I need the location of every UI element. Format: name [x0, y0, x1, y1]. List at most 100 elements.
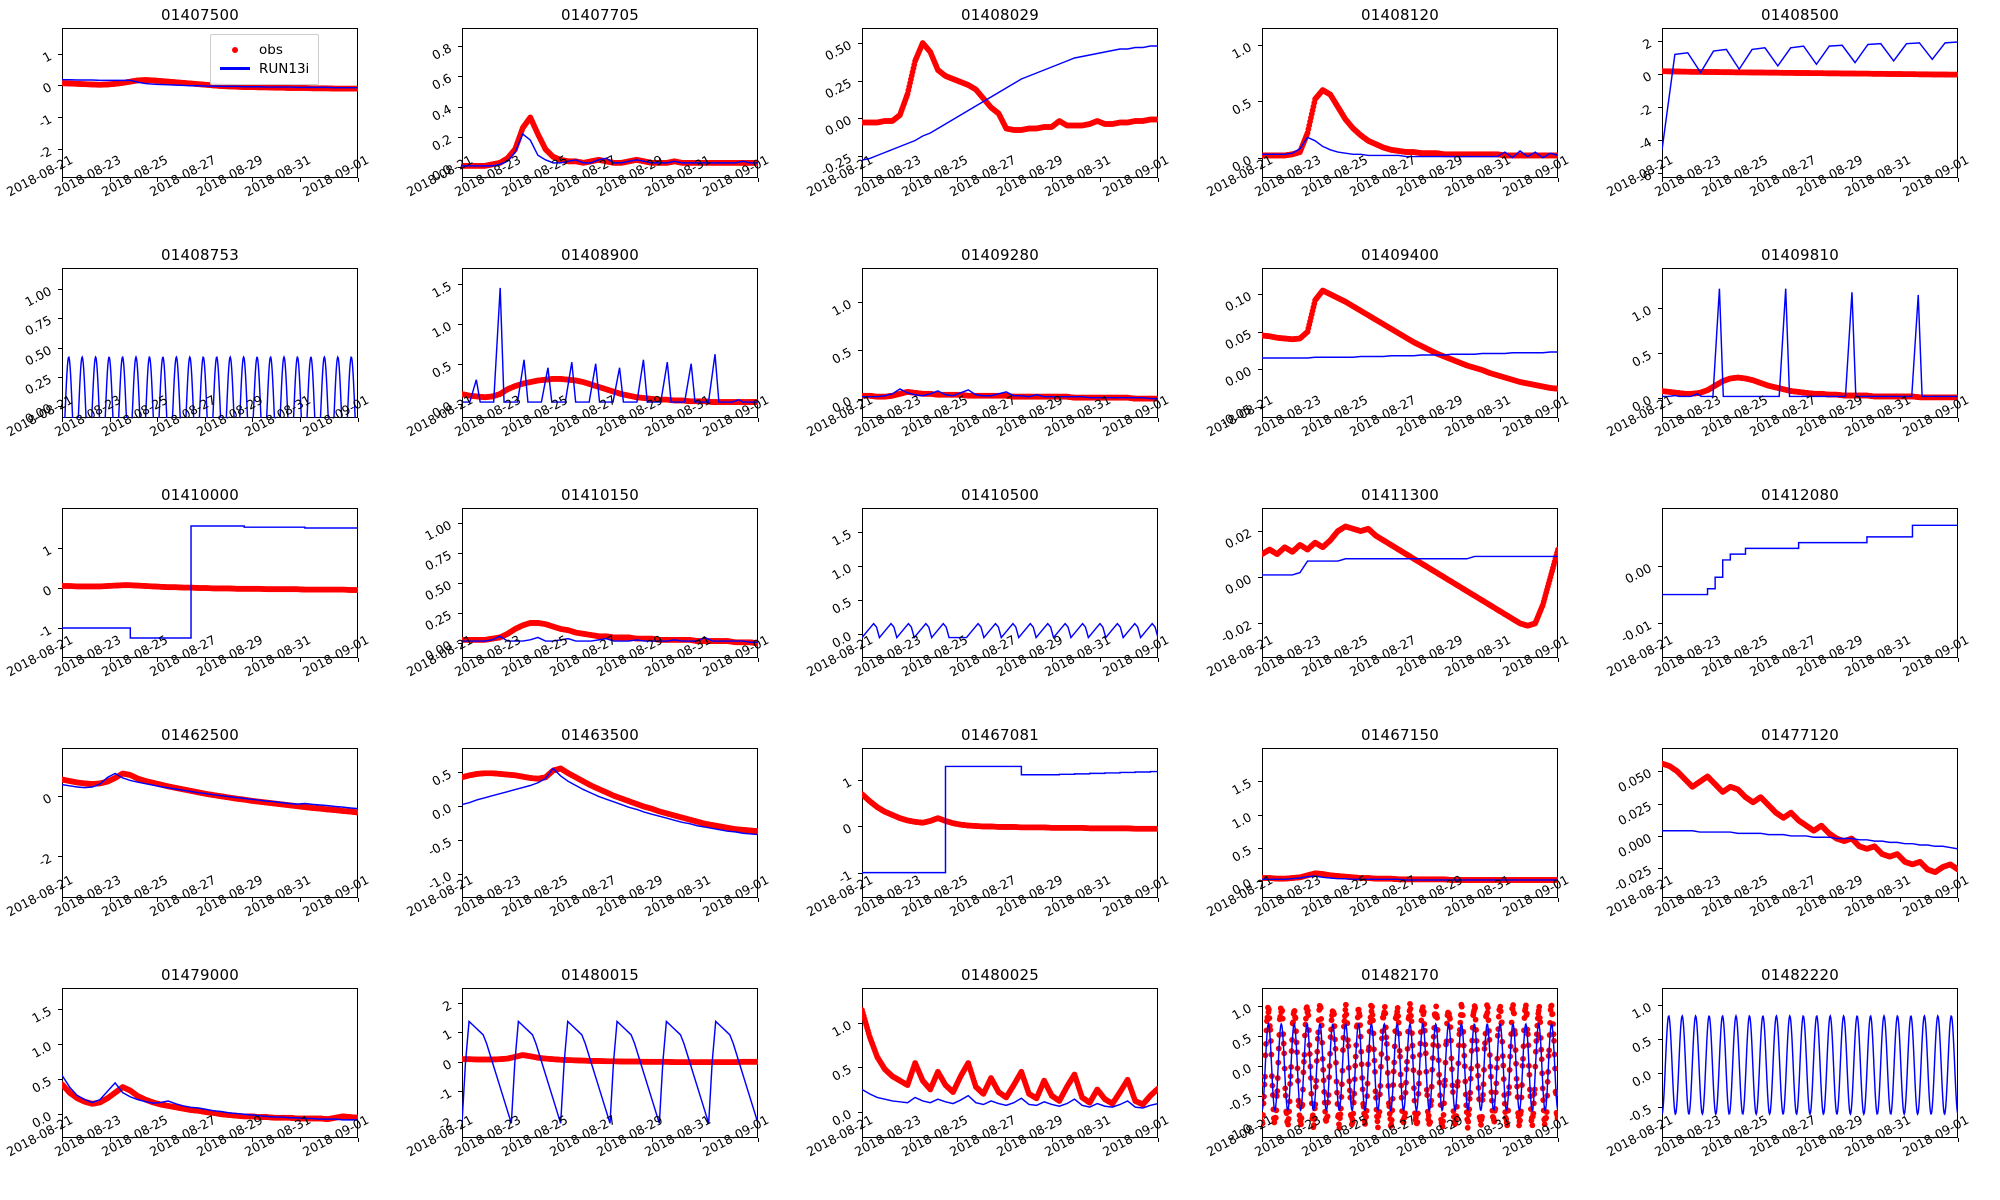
series-canvas — [64, 355, 356, 418]
x-tick-mark — [1357, 898, 1359, 902]
x-tick-mark — [1662, 898, 1663, 902]
subplot-01410000: 01410000 -1 0 1 2018-08-21 2018-08-23 2018-08-… — [0, 480, 400, 720]
y-tick-mark — [1658, 353, 1662, 355]
x-tick-mark — [1958, 418, 1959, 422]
x-tick-mark — [700, 1138, 702, 1142]
x-tick-mark — [758, 418, 759, 422]
x-tick-mark — [1357, 178, 1359, 182]
x-tick-mark — [1052, 178, 1054, 182]
obs-markers — [1662, 68, 1958, 78]
series-canvas — [462, 1019, 758, 1124]
x-tick-mark — [1500, 658, 1502, 662]
x-tick-mark — [909, 178, 911, 182]
subplot-01409810: 01409810 0.0 0.5 1.0 2018-08-21 2018-08-23 201… — [1600, 240, 2000, 480]
x-tick-mark — [1262, 898, 1263, 902]
y-tick-mark — [1258, 44, 1262, 46]
x-tick-mark — [1662, 1138, 1663, 1142]
axes-frame — [862, 28, 1158, 178]
x-tick-mark — [1052, 418, 1054, 422]
x-tick-mark — [157, 898, 159, 902]
series-clip — [862, 28, 1158, 178]
y-tick-mark — [858, 565, 862, 567]
y-tick-mark — [458, 323, 462, 325]
x-tick-mark — [1804, 178, 1806, 182]
x-tick-mark — [862, 418, 863, 422]
subplot-title: 01407500 — [161, 6, 239, 24]
subplot-title: 01479000 — [161, 966, 239, 984]
x-tick-mark — [509, 178, 511, 182]
legend: obs RUN13i — [210, 34, 320, 85]
plot-area: 0.0 0.5 1.0 2018-08-21 2018-08-23 2018-08-25 2… — [1204, 28, 1571, 199]
x-tick-mark — [252, 178, 254, 182]
subplot-title: 01408029 — [961, 6, 1039, 24]
series-canvas — [862, 765, 1158, 874]
y-tick-mark — [458, 643, 462, 645]
series-canvas — [62, 770, 358, 816]
run13i-line — [62, 78, 358, 89]
x-tick-mark — [700, 178, 702, 182]
x-tick-mark — [700, 898, 702, 902]
y-tick-mark — [1258, 848, 1262, 849]
y-tick-mark — [458, 552, 462, 554]
x-tick-mark — [862, 178, 863, 182]
y-tick-mark — [1658, 398, 1662, 400]
x-tick-mark — [557, 658, 559, 662]
x-tick-mark — [1757, 178, 1759, 182]
y-tick-mark — [58, 318, 62, 320]
series-canvas — [62, 1074, 358, 1123]
axes-frame — [1662, 508, 1958, 658]
x-tick-mark — [1757, 418, 1759, 422]
x-tick-mark — [652, 1138, 654, 1142]
obs-dot-icon — [218, 46, 252, 53]
y-tick-mark — [458, 167, 462, 169]
x-tick-mark — [1558, 418, 1559, 422]
x-tick-mark — [1709, 178, 1711, 182]
subplot-01408753: 01408753 0.00 0.25 0.50 0.75 1.00 2018-08-21 20… — [0, 240, 400, 480]
y-tick-mark — [58, 347, 62, 349]
run13i-line — [462, 287, 758, 403]
series-clip — [462, 268, 758, 418]
x-tick-mark — [862, 1138, 863, 1142]
y-tick-mark — [858, 350, 862, 352]
legend-entry[interactable]: RUN13i — [218, 59, 309, 78]
legend-entry[interactable]: obs — [218, 40, 309, 59]
x-tick-mark — [1709, 658, 1711, 662]
y-tick-mark — [1658, 107, 1662, 109]
x-tick-mark — [1100, 418, 1102, 422]
x-tick-mark — [957, 658, 959, 662]
series-canvas — [862, 388, 1158, 402]
plot-area: 0.0 0.5 1.0 1.5 2018-08-21 2018-08-23 2018-08-… — [4, 988, 371, 1159]
y-tick-mark — [458, 283, 462, 285]
y-tick-mark — [58, 289, 62, 291]
obs-markers — [1262, 870, 1558, 883]
x-tick-mark — [1404, 1138, 1406, 1142]
y-tick-mark — [458, 874, 462, 876]
run13i-line — [62, 525, 358, 639]
series-clip — [862, 748, 1158, 898]
x-tick-mark — [1958, 898, 1959, 902]
x-tick-mark — [358, 1138, 359, 1142]
x-tick-mark — [1958, 1138, 1959, 1142]
subplot-01412080: 01412080 -0.01 0.00 2018-08-21 2018-08-23 201… — [1600, 480, 2000, 720]
y-tick-mark — [58, 628, 62, 629]
y-tick-mark — [458, 583, 462, 584]
y-tick-mark — [858, 1023, 862, 1025]
x-tick-mark — [909, 418, 911, 422]
plot-area: -1.0 -0.5 0.0 0.5 1.0 2018-08-21 2018-08-23 201… — [1204, 988, 1571, 1159]
x-tick-mark — [700, 658, 702, 662]
y-tick-mark — [1658, 41, 1662, 43]
series-clip — [462, 508, 758, 658]
y-tick-mark — [858, 1111, 862, 1113]
y-tick-mark — [858, 872, 862, 874]
y-tick-mark — [58, 149, 62, 151]
plot-area: 0.0 0.2 0.4 0.6 0.8 2018-08-21 2018-08-23 2018-… — [404, 28, 771, 199]
x-tick-mark — [1309, 898, 1311, 902]
obs-markers — [862, 1007, 1158, 1108]
series-clip — [1662, 508, 1958, 658]
x-tick-mark — [109, 658, 111, 662]
y-tick-mark — [1258, 157, 1262, 159]
y-tick-mark — [1258, 577, 1262, 579]
series-canvas — [1262, 1001, 1558, 1131]
series-canvas — [1662, 1013, 1958, 1117]
